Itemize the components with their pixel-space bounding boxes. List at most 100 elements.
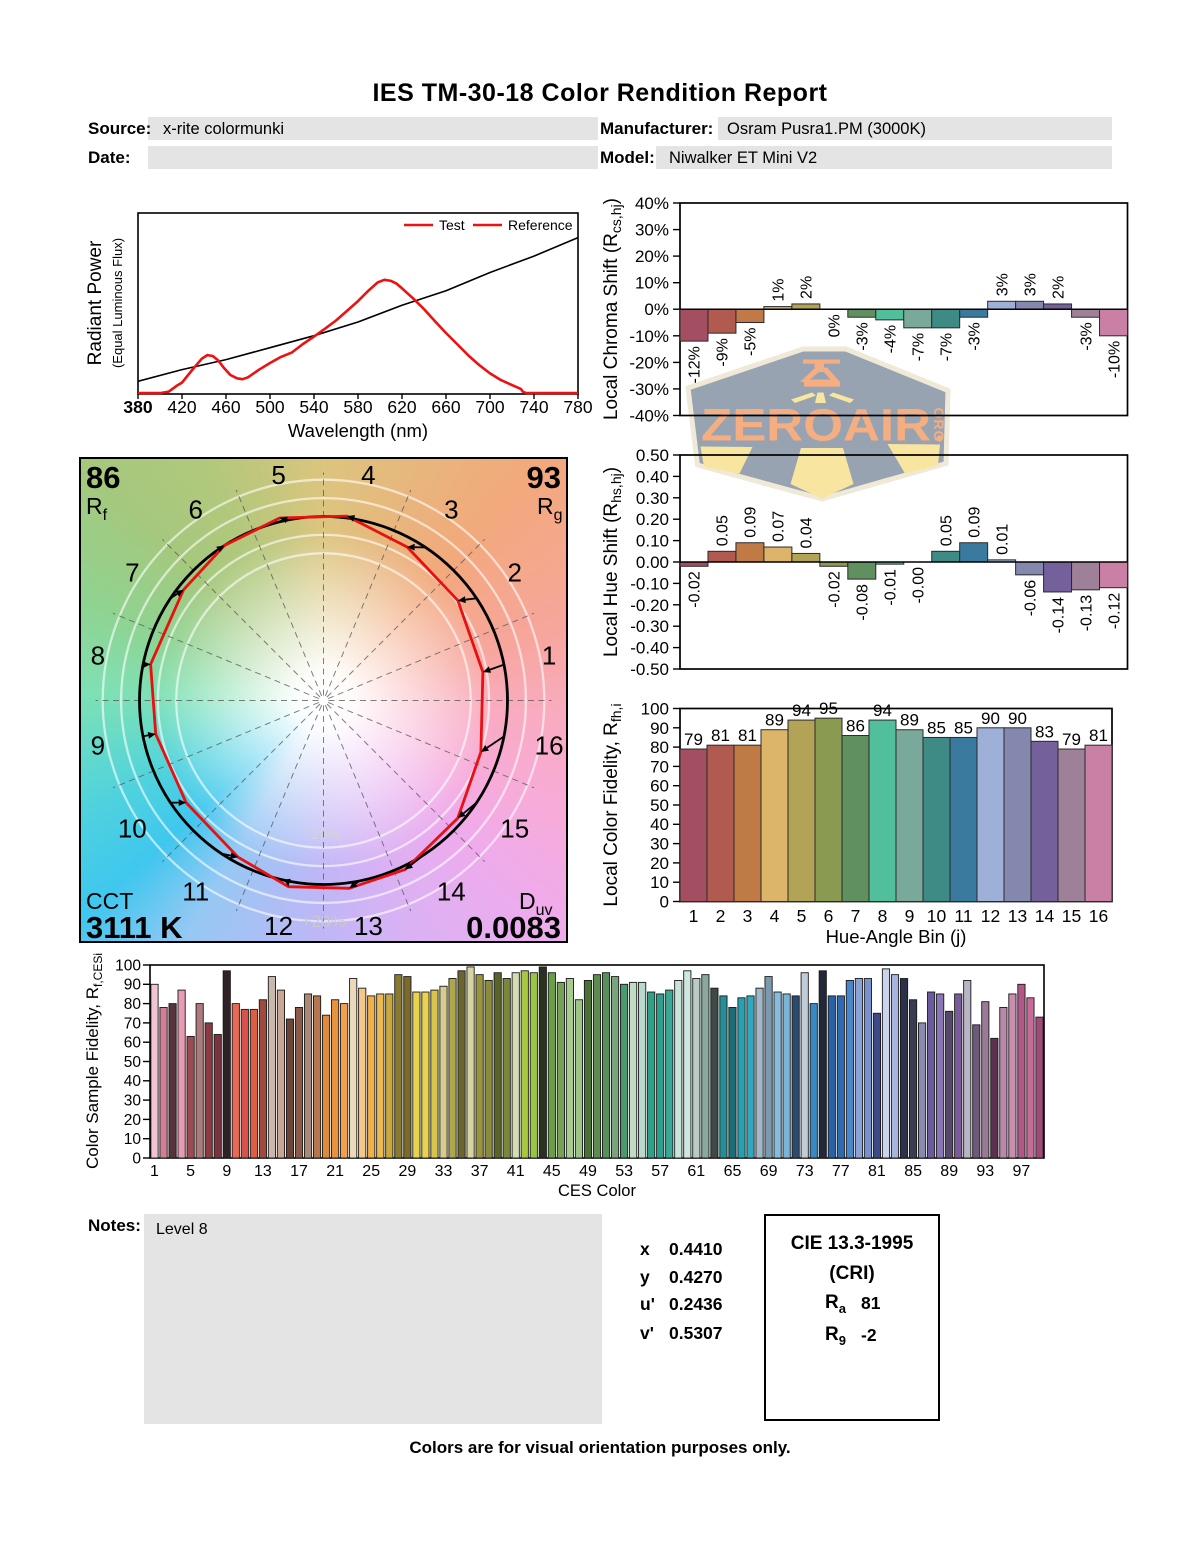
svg-text:ZEROAIR: ZEROAIR — [701, 400, 931, 451]
svg-text:79: 79 — [684, 730, 703, 749]
svg-text:14: 14 — [437, 877, 466, 907]
svg-text:21: 21 — [326, 1163, 344, 1180]
svg-text:60: 60 — [650, 777, 669, 796]
svg-text:0.05: 0.05 — [715, 515, 732, 546]
svg-text:420: 420 — [167, 397, 196, 417]
svg-text:10: 10 — [124, 1131, 142, 1148]
svg-text:10: 10 — [927, 906, 947, 926]
svg-text:0.20: 0.20 — [636, 510, 669, 529]
svg-text:0.05: 0.05 — [938, 515, 955, 546]
svg-text:16: 16 — [1089, 906, 1108, 926]
svg-text:25: 25 — [362, 1163, 380, 1180]
svg-text:70: 70 — [650, 757, 669, 776]
svg-text:60: 60 — [124, 1035, 142, 1052]
svg-text:0.04: 0.04 — [799, 517, 816, 548]
svg-text:83: 83 — [1035, 722, 1054, 741]
svg-text:80: 80 — [650, 738, 669, 757]
svg-text:Hue-Angle Bin (j): Hue-Angle Bin (j) — [826, 926, 967, 947]
svg-text:5: 5 — [186, 1163, 195, 1180]
svg-text:-10%: -10% — [1106, 341, 1123, 378]
svg-text:61: 61 — [687, 1163, 705, 1180]
svg-text:81: 81 — [1089, 726, 1108, 745]
svg-text:-3%: -3% — [855, 322, 872, 350]
svg-text:-30%: -30% — [629, 380, 669, 399]
svg-text:30: 30 — [124, 1093, 142, 1110]
svg-text:6: 6 — [824, 906, 834, 926]
svg-text:-0.20: -0.20 — [630, 596, 669, 615]
svg-text:14: 14 — [1035, 906, 1055, 926]
svg-text:77: 77 — [832, 1163, 850, 1180]
svg-text:7: 7 — [125, 558, 139, 588]
svg-text:-0.01: -0.01 — [883, 569, 900, 606]
svg-text:Rg: Rg — [537, 493, 563, 524]
svg-text:93: 93 — [527, 460, 561, 495]
svg-text:86: 86 — [846, 717, 865, 736]
svg-text:Local Hue Shift (Rhs,hj): Local Hue Shift (Rhs,hj) — [601, 467, 624, 657]
svg-text:0.10: 0.10 — [636, 532, 669, 551]
svg-text:500: 500 — [255, 397, 284, 417]
svg-text:6: 6 — [188, 494, 202, 524]
svg-text:1: 1 — [150, 1163, 159, 1180]
svg-text:3: 3 — [743, 906, 753, 926]
svg-text:37: 37 — [471, 1163, 489, 1180]
svg-text:40: 40 — [650, 815, 669, 834]
svg-text:50: 50 — [124, 1054, 142, 1071]
svg-text:780: 780 — [563, 397, 592, 417]
svg-text:57: 57 — [651, 1163, 669, 1180]
svg-text:89: 89 — [765, 711, 784, 730]
svg-text:0.00: 0.00 — [636, 553, 669, 572]
svg-text:(Equal Luminous Flux): (Equal Luminous Flux) — [110, 238, 125, 368]
svg-text:79: 79 — [1062, 730, 1081, 749]
svg-text:29: 29 — [399, 1163, 417, 1180]
svg-text:1%: 1% — [771, 278, 788, 301]
svg-text:15: 15 — [1062, 906, 1081, 926]
svg-text:-9%: -9% — [715, 338, 732, 366]
svg-text:Radiant Power: Radiant Power — [85, 240, 106, 365]
svg-text:40%: 40% — [635, 194, 669, 213]
svg-text:15: 15 — [500, 813, 529, 843]
svg-text:+20%: +20% — [302, 912, 346, 931]
svg-text:-7%: -7% — [910, 333, 927, 361]
svg-text:0%: 0% — [644, 300, 669, 319]
svg-text:660: 660 — [431, 397, 460, 417]
svg-text:3111 K: 3111 K — [86, 910, 183, 943]
svg-text:5: 5 — [797, 906, 807, 926]
svg-text:CCT: CCT — [86, 888, 133, 914]
svg-text:97: 97 — [1013, 1163, 1031, 1180]
svg-text:-0.13: -0.13 — [1078, 595, 1095, 632]
svg-text:1: 1 — [542, 641, 556, 671]
svg-text:-12%: -12% — [687, 346, 704, 383]
svg-text:3: 3 — [444, 494, 458, 524]
svg-text:2: 2 — [507, 558, 521, 588]
svg-text:10%: 10% — [635, 274, 669, 293]
svg-text:100: 100 — [115, 957, 141, 974]
svg-text:90: 90 — [650, 719, 669, 738]
svg-text:0: 0 — [660, 893, 669, 912]
svg-text:20: 20 — [124, 1112, 142, 1129]
svg-text:90: 90 — [981, 709, 1000, 728]
svg-text:16: 16 — [535, 730, 564, 760]
svg-text:380: 380 — [123, 397, 152, 417]
svg-text:10: 10 — [650, 873, 669, 892]
svg-text:Wavelength (nm): Wavelength (nm) — [288, 420, 428, 441]
svg-text:11: 11 — [954, 906, 972, 926]
svg-text:11: 11 — [182, 877, 209, 907]
svg-text:13: 13 — [254, 1163, 272, 1180]
svg-text:49: 49 — [579, 1163, 597, 1180]
svg-text:-40%: -40% — [629, 406, 669, 425]
svg-text:0.0083: 0.0083 — [466, 910, 561, 943]
svg-text:12: 12 — [264, 911, 293, 941]
svg-text:5: 5 — [271, 460, 285, 490]
svg-text:9: 9 — [222, 1163, 231, 1180]
svg-text:94: 94 — [873, 701, 892, 720]
svg-text:86: 86 — [86, 460, 120, 495]
svg-text:17: 17 — [290, 1163, 308, 1180]
svg-text:-20%: -20% — [629, 353, 669, 372]
svg-text:20%: 20% — [635, 247, 669, 266]
svg-text:0.30: 0.30 — [636, 489, 669, 508]
svg-text:45: 45 — [543, 1163, 561, 1180]
svg-text:-4%: -4% — [883, 325, 900, 353]
svg-text:580: 580 — [343, 397, 372, 417]
svg-text:100: 100 — [641, 700, 669, 719]
svg-text:-0.02: -0.02 — [827, 571, 844, 608]
